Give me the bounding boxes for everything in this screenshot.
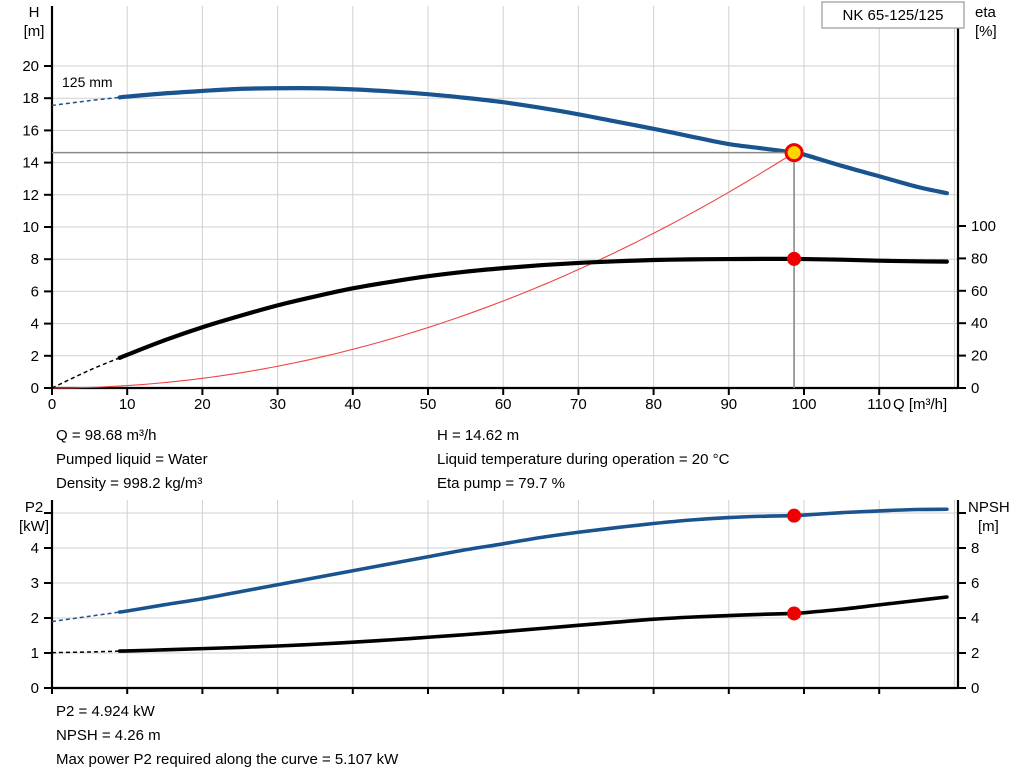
- svg-text:80: 80: [645, 396, 662, 413]
- svg-text:100: 100: [791, 396, 816, 413]
- svg-text:8: 8: [31, 251, 39, 268]
- svg-text:10: 10: [119, 396, 136, 413]
- bottom-right-axis-label: NPSH: [968, 499, 1010, 516]
- svg-text:40: 40: [344, 396, 361, 413]
- svg-text:20: 20: [971, 348, 988, 365]
- impeller-size-label: 125 mm: [62, 74, 113, 90]
- bottom-right-axis-unit: [m]: [978, 518, 999, 535]
- svg-text:30: 30: [269, 396, 286, 413]
- svg-text:2: 2: [971, 645, 979, 662]
- svg-text:16: 16: [22, 122, 39, 139]
- svg-text:40: 40: [971, 315, 988, 332]
- power-info-1: NPSH = 4.26 m: [56, 727, 161, 744]
- duty-info-left-2: Density = 998.2 kg/m³: [56, 475, 202, 492]
- duty-info-right-0: H = 14.62 m: [437, 427, 519, 444]
- eta-duty-marker: [787, 252, 801, 266]
- top-left-axis-unit: [m]: [24, 23, 45, 40]
- svg-text:0: 0: [31, 680, 39, 697]
- duty-info-right-2: Eta pump = 79.7 %: [437, 475, 565, 492]
- model-title-label: NK 65-125/125: [843, 7, 944, 24]
- svg-text:60: 60: [971, 283, 988, 300]
- svg-text:10: 10: [22, 219, 39, 236]
- svg-text:14: 14: [22, 155, 39, 172]
- svg-text:18: 18: [22, 90, 39, 107]
- duty-info-left-1: Pumped liquid = Water: [56, 451, 208, 468]
- power-info-2: Max power P2 required along the curve = …: [56, 751, 399, 768]
- svg-text:60: 60: [495, 396, 512, 413]
- svg-text:20: 20: [194, 396, 211, 413]
- power-info-0: P2 = 4.924 kW: [56, 703, 156, 720]
- svg-text:6: 6: [971, 575, 979, 592]
- svg-text:1: 1: [31, 645, 39, 662]
- page-background: [0, 0, 1024, 781]
- svg-text:80: 80: [971, 250, 988, 267]
- svg-text:2: 2: [31, 348, 39, 365]
- top-x-axis-label: Q [m³/h]: [893, 396, 947, 413]
- svg-text:12: 12: [22, 187, 39, 204]
- svg-text:0: 0: [971, 380, 979, 397]
- svg-text:2: 2: [31, 610, 39, 627]
- svg-text:70: 70: [570, 396, 587, 413]
- bottom-left-axis-label: P2: [25, 499, 43, 516]
- bottom-left-axis-unit: [kW]: [19, 518, 49, 535]
- svg-text:3: 3: [31, 575, 39, 592]
- p2-duty-marker: [787, 509, 801, 523]
- npsh-duty-marker: [787, 606, 801, 620]
- top-right-axis-label: eta: [975, 4, 997, 21]
- svg-text:20: 20: [22, 58, 39, 75]
- pump-curve-page: 0246810121416182002040608010001020304050…: [0, 0, 1024, 781]
- svg-text:110: 110: [867, 396, 891, 413]
- svg-text:50: 50: [420, 396, 437, 413]
- svg-text:6: 6: [31, 283, 39, 300]
- svg-text:8: 8: [971, 540, 979, 557]
- svg-text:100: 100: [971, 218, 996, 235]
- svg-text:4: 4: [971, 610, 979, 627]
- svg-text:0: 0: [971, 680, 979, 697]
- duty-info-left-0: Q = 98.68 m³/h: [56, 427, 156, 444]
- top-left-axis-label: H: [29, 4, 40, 21]
- svg-text:0: 0: [31, 380, 39, 397]
- svg-text:0: 0: [48, 396, 56, 413]
- svg-text:4: 4: [31, 316, 39, 333]
- head-duty-marker: [786, 145, 802, 161]
- top-right-axis-unit: [%]: [975, 23, 997, 40]
- chart-canvas: 0246810121416182002040608010001020304050…: [0, 0, 1024, 781]
- svg-text:4: 4: [31, 540, 39, 557]
- duty-info-right-1: Liquid temperature during operation = 20…: [437, 451, 730, 468]
- svg-text:90: 90: [720, 396, 737, 413]
